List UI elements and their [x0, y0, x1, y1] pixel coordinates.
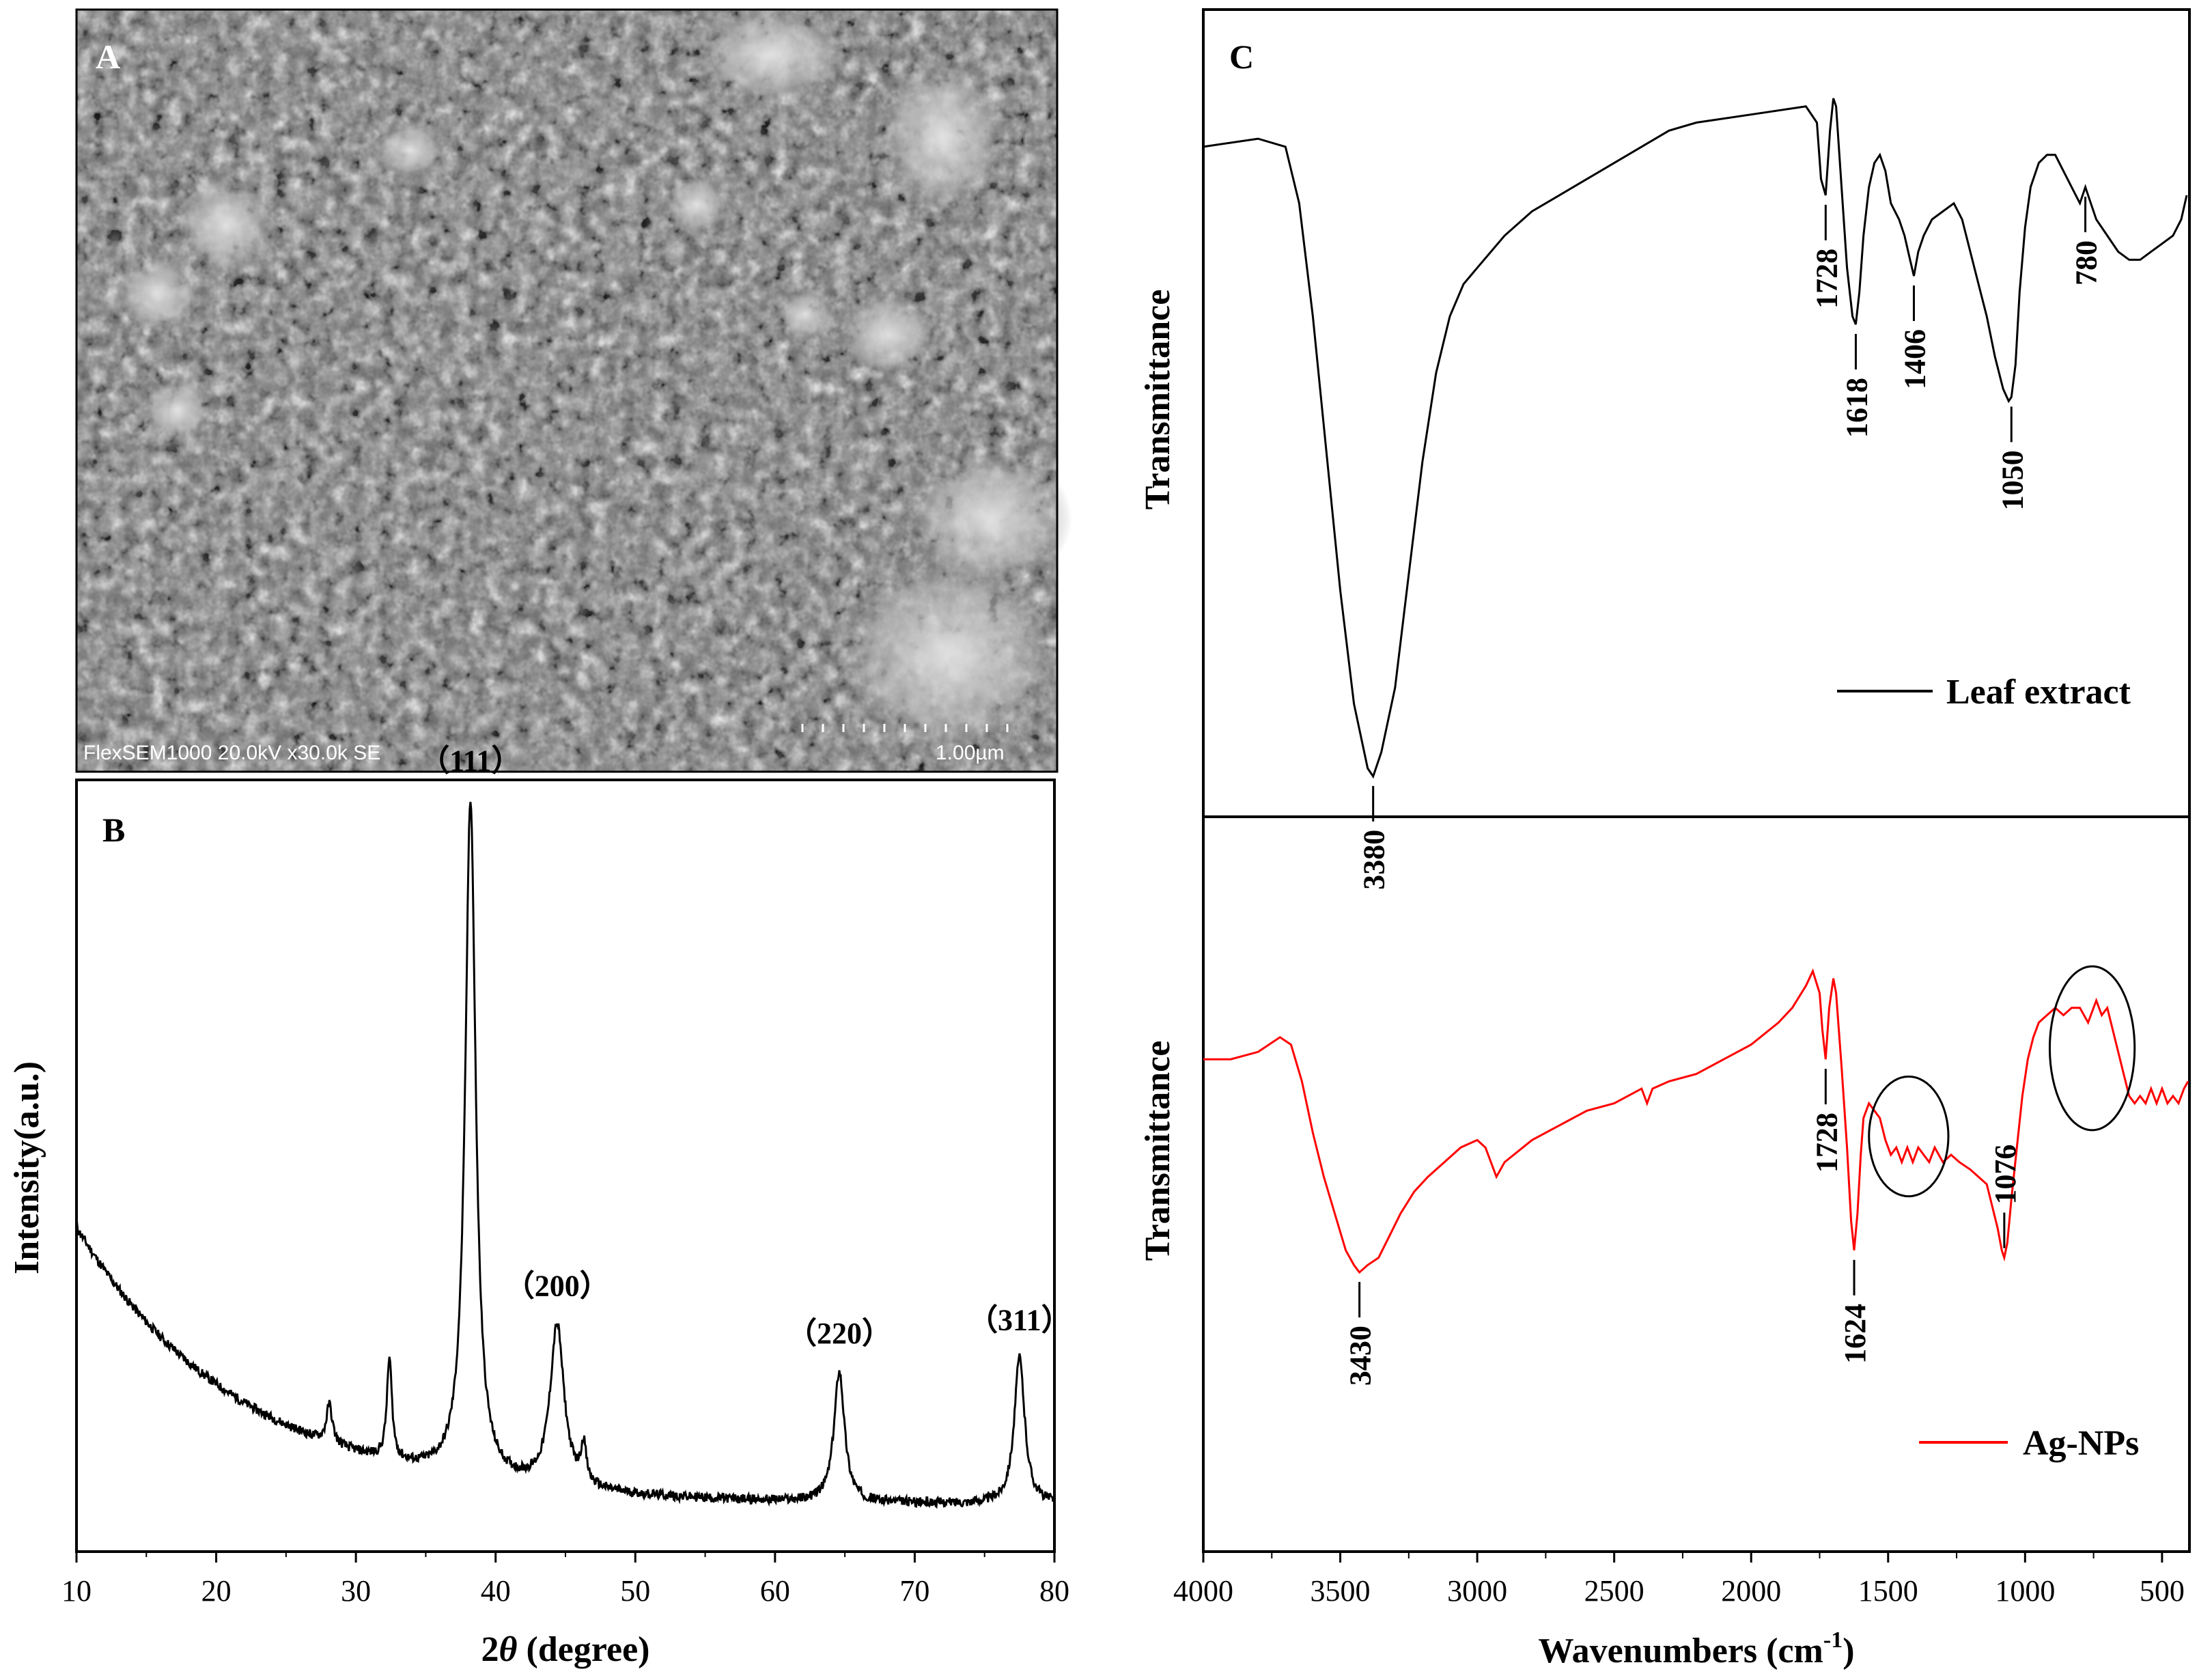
ftir-peak-label: 1406 — [1898, 329, 1931, 389]
xrd-peak-annotations: （111） （200） （220） （311） — [419, 744, 1071, 1350]
y-axis-title-b: Intensity(a.u.) — [8, 1061, 46, 1274]
ftir-peak-label: 3380 — [1358, 830, 1391, 890]
x-tick-label-b: 50 — [620, 1574, 650, 1608]
ftir-peak-label: 3430 — [1344, 1326, 1377, 1386]
ftir-peak-labels: 3380 1728 1618 1406 1050 780 3430 1728 1624 1076 — [1344, 197, 2103, 1386]
sem-caption: FlexSEM1000 20.0kV x30.0k SE — [83, 742, 380, 764]
ftir-peak-label: 1728 — [1810, 249, 1843, 309]
ftir-peak-label: 1624 — [1838, 1304, 1872, 1364]
leaf-extract-series-line — [1203, 98, 2188, 779]
x-tick-label-b: 70 — [899, 1574, 929, 1608]
xrd-peak-label: （311） — [968, 1304, 1072, 1337]
ftir-peak-label: 1076 — [1989, 1145, 2022, 1205]
x-tick-label-b: 40 — [481, 1574, 511, 1608]
highlight-ellipses — [1868, 965, 2136, 1198]
x-axis-b: 10 20 30 40 50 60 70 80 — [61, 1552, 1069, 1608]
xrd-peak-label: （220） — [787, 1317, 892, 1350]
panel-letter-a: A — [96, 38, 120, 76]
legend-leaf-extract: Leaf extract — [1837, 673, 2131, 712]
sem-frame — [75, 8, 1059, 773]
ftir-peak-label: 1050 — [1995, 450, 2029, 510]
panel-letter-c: C — [1229, 38, 1254, 76]
x-tick-label-b: 60 — [760, 1574, 790, 1608]
legend-ag-nps: Ag-NPs — [1919, 1424, 2139, 1463]
ftir-peak-label: 1618 — [1840, 378, 1873, 438]
highlight-ellipse — [1868, 1075, 1950, 1198]
x-tick-label-b: 10 — [61, 1574, 92, 1608]
ftir-peak-label: 1728 — [1810, 1112, 1843, 1173]
plot-frame-b — [75, 779, 1056, 1553]
panel-a: A FlexSEM1000 20.0kV x30.0k SE 1.00µm — [75, 7, 1072, 773]
scale-bar — [801, 724, 1009, 732]
y-axis-title-c-bottom: Transmittance — [1138, 1041, 1177, 1261]
x-tick-label-c: 2000 — [1721, 1574, 1781, 1608]
scale-bar-label: 1.00µm — [936, 742, 1005, 764]
x-tick-label-c: 4000 — [1173, 1574, 1233, 1608]
xrd-series-line — [75, 802, 1056, 1509]
xrd-peak-label: （200） — [505, 1270, 610, 1303]
ag-nps-series-line — [1203, 968, 2189, 1274]
x-tick-label-c: 1500 — [1858, 1574, 1918, 1608]
x-axis-c: 4000 3500 3000 2500 2000 1500 1000 500 — [1173, 1552, 2185, 1608]
panel-c: C 4000 3500 3000 2500 2000 1500 1000 500 3380 17… — [1138, 8, 2191, 1670]
xrd-peak-label: （111） — [419, 744, 521, 777]
ftir-peak-label: 780 — [2070, 240, 2103, 285]
x-axis-title-c: Wavenumbers (cm-1) — [1538, 1627, 1854, 1670]
x-tick-label-c: 3000 — [1447, 1574, 1507, 1608]
x-tick-label-b: 30 — [341, 1574, 371, 1608]
x-tick-label-c: 1000 — [1995, 1574, 2055, 1608]
x-tick-label-c: 500 — [2140, 1574, 2185, 1608]
legend-label-leaf-extract: Leaf extract — [1946, 673, 2131, 712]
panel-letter-b: B — [102, 811, 125, 849]
x-tick-label-b: 80 — [1039, 1574, 1069, 1608]
x-tick-label-b: 20 — [201, 1574, 232, 1608]
x-axis-title-b: 2θ (degree) — [481, 1630, 650, 1669]
highlight-ellipse — [2048, 965, 2136, 1132]
plot-frame-c — [1202, 8, 2191, 1553]
y-axis-title-c-top: Transmittance — [1138, 290, 1177, 510]
x-tick-label-c: 2500 — [1584, 1574, 1644, 1608]
sem-bright-clusters — [116, 7, 1072, 751]
panel-b: B 10 20 30 40 50 60 70 80 （111）（200）（220） （311） … — [8, 744, 1072, 1669]
legend-label-ag-nps: Ag-NPs — [2023, 1424, 2139, 1463]
x-tick-label-c: 3500 — [1311, 1574, 1371, 1608]
